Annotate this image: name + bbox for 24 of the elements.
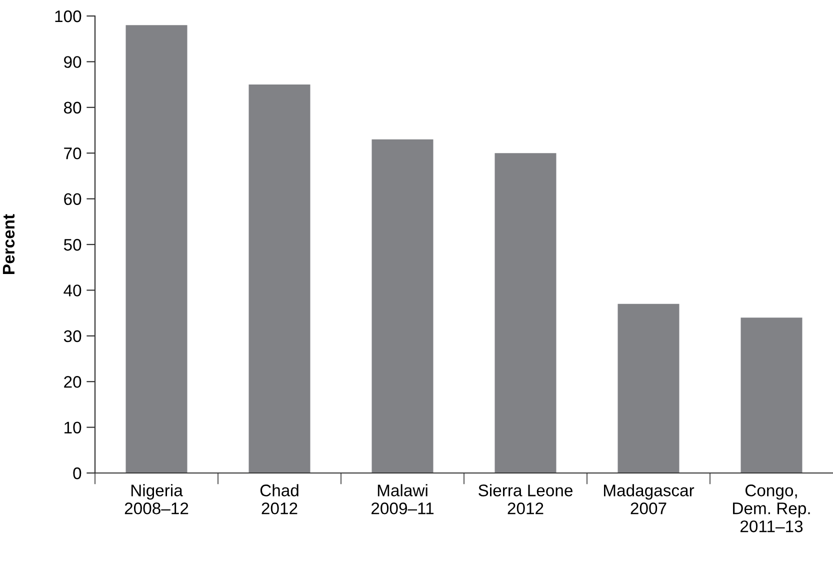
bar: [126, 25, 188, 473]
y-tick-label: 20: [64, 376, 82, 388]
y-axis-title: Percent: [2, 214, 15, 274]
y-tick-label: 50: [64, 238, 82, 251]
bar: [372, 139, 434, 473]
bar: [248, 84, 310, 473]
y-tick-label: 70: [64, 148, 82, 160]
y-tick-label: 80: [64, 102, 82, 114]
bar: [494, 153, 556, 473]
y-tick-label: 40: [64, 284, 82, 296]
y-tick-label: 30: [64, 330, 82, 342]
y-tick-label: 10: [64, 422, 82, 434]
x-tick-label: Nigeria 2008–12: [124, 484, 188, 514]
y-tick-label: 60: [64, 193, 82, 206]
x-tick-label: Chad 2012: [260, 484, 298, 514]
x-tick-label: Congo, Dem. Rep. 2011–13: [733, 484, 810, 532]
y-tick-label: 90: [64, 56, 82, 68]
x-tick-label: Sierra Leone 2012: [478, 484, 572, 514]
y-tick-label: 100: [55, 10, 82, 22]
bar: [740, 318, 802, 473]
y-tick-label: 0: [73, 467, 82, 480]
bar: [618, 304, 680, 473]
x-tick-label: Madagascar 2007: [604, 484, 694, 514]
x-tick-label: Malawi 2009–11: [372, 484, 434, 514]
